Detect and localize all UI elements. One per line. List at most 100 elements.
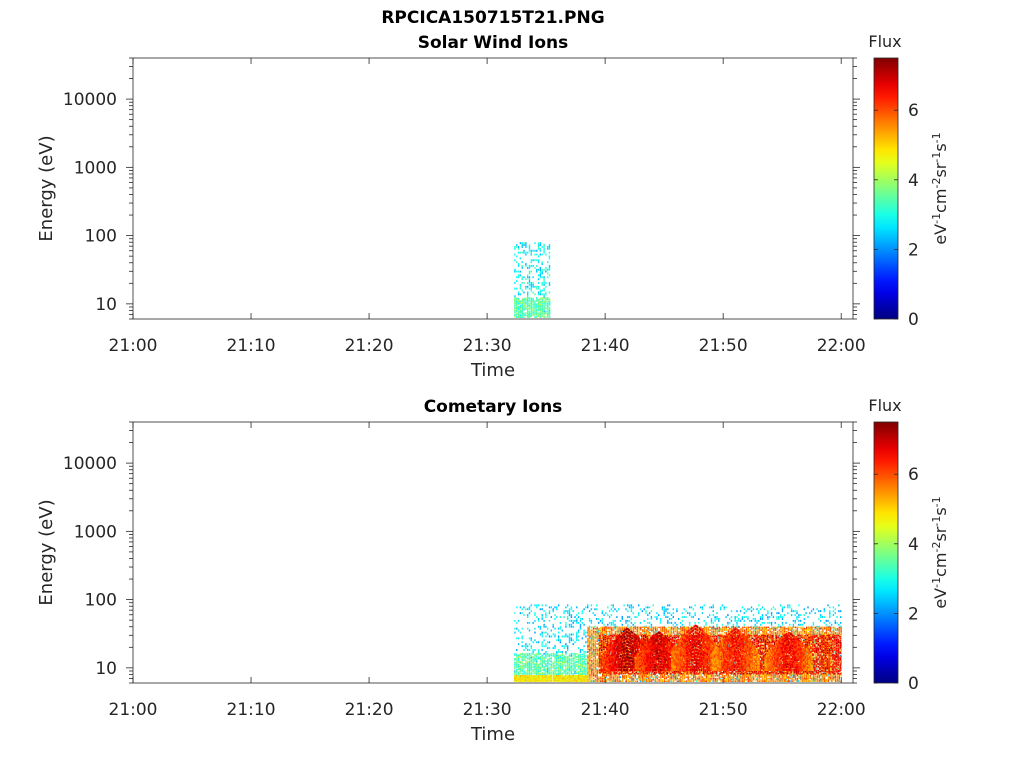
spectrogram-cell	[547, 298, 549, 300]
spectrogram-cell	[527, 660, 529, 663]
spectrogram-cell	[532, 306, 534, 308]
spectrogram-cell	[541, 268, 543, 271]
spectrogram-cell	[576, 660, 578, 663]
spectrogram-cell	[521, 667, 523, 669]
spectrogram-cell	[565, 653, 567, 655]
spectrogram-cell	[721, 604, 724, 607]
spectrogram-cell	[547, 312, 549, 314]
spectrogram-cell	[547, 315, 549, 317]
spectrogram-cell	[588, 610, 591, 613]
spectrogram-cell	[776, 616, 778, 618]
spectrogram-cell	[514, 306, 516, 309]
spectrogram-cell	[532, 314, 534, 316]
spectrogram-cell	[530, 659, 532, 661]
spectrogram-cell	[830, 627, 833, 630]
spectrogram-cell	[572, 633, 574, 636]
spectrogram-cell	[528, 665, 531, 668]
spectrogram-cell	[528, 299, 531, 302]
spectrogram-cell	[525, 672, 527, 674]
spectrogram-cell	[577, 659, 580, 661]
spectrogram-cell	[576, 655, 578, 658]
spectrogram-cell	[730, 610, 733, 613]
spectrogram-cell	[545, 293, 547, 296]
spectrogram-cell	[567, 647, 569, 649]
spectrogram-cell	[588, 619, 591, 622]
spectrogram-cell	[568, 668, 571, 671]
spectrogram-cell	[537, 312, 540, 315]
spectrogram-cell	[812, 608, 815, 611]
spectrogram-cell	[638, 604, 640, 607]
spectrogram-cell	[834, 612, 836, 615]
spectrogram-cell	[536, 606, 538, 609]
spectrogram-cell	[539, 306, 542, 308]
spectrogram-cell	[568, 612, 571, 615]
spectrogram-cell	[787, 606, 789, 609]
spectrogram-cell	[761, 618, 764, 620]
spectrogram-cell	[676, 643, 678, 646]
spectrogram-cell	[541, 641, 543, 644]
spectrogram-cell	[548, 255, 551, 258]
spectrogram-cell	[552, 665, 554, 667]
spectrogram-cell	[652, 629, 654, 632]
spectrogram-cell	[530, 303, 532, 306]
spectrogram-cell	[548, 606, 551, 609]
spectrogram-cell	[539, 268, 542, 271]
spectrogram-cell	[516, 653, 518, 656]
spectrogram-cell	[576, 633, 578, 636]
spectrogram-cell	[554, 668, 556, 671]
spectrogram-cell	[528, 621, 531, 624]
spectrogram-cell	[807, 616, 809, 618]
spectrogram-cell	[552, 610, 554, 613]
spectrogram-cell	[701, 608, 704, 611]
spectrogram-cell	[517, 658, 520, 660]
spectrogram-cell	[772, 616, 775, 618]
spectrogram-cell	[576, 614, 578, 616]
x-tick-label: 21:30	[463, 336, 512, 356]
spectrogram-cell	[527, 297, 529, 299]
spectrogram-cell	[539, 672, 542, 675]
spectrogram-cell	[559, 651, 562, 653]
spectrogram-cell	[554, 647, 556, 649]
spectrogram-cell	[541, 633, 543, 636]
spectrogram-cell	[556, 672, 558, 675]
spectrogram-cell	[537, 663, 540, 666]
spectrogram-cell	[537, 278, 540, 281]
spectrogram-cell	[516, 303, 518, 306]
spectrogram-cell	[516, 261, 518, 264]
spectrogram-cell	[527, 653, 529, 655]
spectrogram-cell	[523, 653, 525, 655]
spectrogram-cell	[652, 678, 654, 680]
spectrogram-cell	[789, 676, 791, 679]
spectrogram-cell	[738, 618, 740, 620]
spectrogram-cell	[690, 616, 693, 618]
spectrogram-cell	[550, 656, 552, 659]
spectrogram-cells	[514, 242, 551, 318]
spectrogram-cell	[820, 616, 822, 618]
spectrogram-cell	[559, 667, 562, 669]
spectrogram-cell	[523, 313, 525, 316]
spectrogram-cell	[547, 668, 549, 671]
spectrogram-cell	[517, 247, 520, 250]
spectrogram-cell	[527, 291, 529, 294]
spectrogram-cell	[685, 610, 687, 613]
spectrogram-cell	[632, 612, 634, 615]
spectrogram-cell	[545, 291, 547, 294]
spectrogram-cell	[521, 309, 523, 311]
spectrogram-cell	[539, 660, 542, 662]
spectrogram-cell	[536, 309, 538, 312]
spectrogram-cell	[536, 659, 538, 661]
spectrogram-cell	[568, 655, 571, 658]
spectrogram-cell	[790, 629, 793, 632]
spectrogram-cell	[527, 616, 529, 618]
spectrogram-cell	[537, 287, 540, 290]
spectrogram-cell	[780, 604, 782, 607]
spectrogram-cell	[563, 616, 565, 618]
spectrogram-cell	[547, 309, 549, 312]
spectrogram-cell	[516, 270, 518, 273]
spectrogram-cell	[561, 672, 563, 675]
spectrogram-cell	[594, 614, 596, 616]
spectrogram-cell	[521, 303, 523, 306]
spectrogram-cell	[557, 662, 560, 664]
spectrogram-cell	[689, 606, 691, 609]
spectrogram-cell	[821, 616, 824, 618]
